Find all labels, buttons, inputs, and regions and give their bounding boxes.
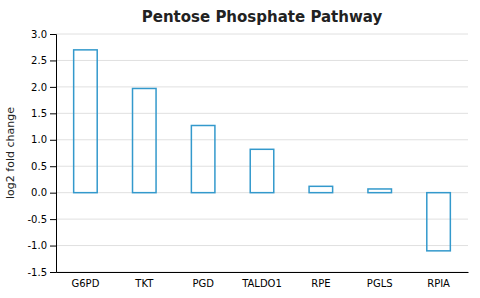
- x-tick-label: G6PD: [72, 278, 100, 289]
- y-tick-mark: [50, 219, 56, 220]
- grid-line: [56, 245, 468, 246]
- y-tick: 0.5: [31, 161, 56, 172]
- x-tick-label: PGLS: [367, 278, 393, 289]
- y-tick: -1.5: [27, 267, 56, 278]
- y-tick-label: 2.0: [31, 82, 47, 93]
- x-tick-label: RPIA: [427, 278, 450, 289]
- x-axis-line: [57, 272, 469, 273]
- plot-area: -1.5 -1.0 -0.5 0.0 0.5 1.0 1.5 2.0 2.5 3.0 G6PD TKT…: [27, 29, 468, 289]
- x-tick: TALDO1: [241, 272, 282, 289]
- grid-line: [56, 272, 468, 273]
- y-tick-mark: [50, 193, 56, 194]
- grid-line: [56, 166, 468, 167]
- x-tick: RPE: [311, 272, 330, 289]
- bar: [74, 50, 98, 193]
- y-tick-mark: [50, 140, 56, 141]
- title: Pentose Phosphate Pathway: [142, 8, 383, 26]
- bar: [368, 189, 392, 193]
- y-tick-mark: [50, 272, 56, 273]
- y-axis-title: log2 fold change: [4, 107, 17, 199]
- y-axis: -1.5 -1.0 -0.5 0.0 0.5 1.0 1.5 2.0 2.5 3.0: [27, 29, 56, 278]
- y-tick-label: 1.5: [31, 108, 47, 119]
- y-tick: 0.0: [31, 187, 56, 198]
- x-tick-label: PGD: [192, 278, 214, 289]
- chart-svg: -1.5 -1.0 -0.5 0.0 0.5 1.0 1.5 2.0 2.5 3.0 G6PD TKT…: [0, 0, 480, 298]
- bars: [74, 50, 451, 251]
- y-tick-label: 0.0: [31, 187, 47, 198]
- y-tick-mark: [50, 113, 56, 114]
- grid-line: [56, 34, 468, 35]
- y-tick-label: 0.5: [31, 161, 47, 172]
- y-tick-mark: [50, 34, 56, 35]
- grid-line: [56, 139, 468, 140]
- x-axis: G6PD TKT PGD TALDO1 RPE PGLS RPIA: [57, 272, 469, 289]
- grid-line: [56, 113, 468, 114]
- y-tick-label: -1.5: [27, 267, 47, 278]
- y-tick: 1.5: [31, 108, 56, 119]
- bar: [191, 125, 215, 192]
- y-tick: 2.0: [31, 82, 56, 93]
- y-tick-label: -1.0: [27, 240, 47, 251]
- bar: [133, 88, 157, 192]
- grid-line: [56, 219, 468, 220]
- grid-line: [56, 86, 468, 87]
- x-tick: TKT: [134, 272, 154, 289]
- y-tick-label: 3.0: [31, 29, 47, 40]
- y-tick: 3.0: [31, 29, 56, 40]
- chart-container: -1.5 -1.0 -0.5 0.0 0.5 1.0 1.5 2.0 2.5 3.0 G6PD TKT…: [0, 0, 480, 298]
- bar: [427, 193, 451, 251]
- y-tick-label: 1.0: [31, 134, 47, 145]
- bar: [309, 186, 333, 192]
- y-tick-mark: [50, 87, 56, 88]
- y-tick: 2.5: [31, 55, 56, 66]
- x-tick-label: TALDO1: [241, 278, 282, 289]
- y-tick-mark: [50, 166, 56, 167]
- y-axis-line: [50, 35, 57, 273]
- y-tick: -1.0: [27, 240, 56, 251]
- y-tick-mark: [50, 246, 56, 247]
- grid-line: [56, 60, 468, 61]
- x-tick: PGLS: [367, 272, 393, 289]
- y-tick-mark: [50, 60, 56, 61]
- bar: [250, 149, 274, 192]
- x-tick-label: TKT: [134, 278, 154, 289]
- x-tick: PGD: [192, 272, 214, 289]
- x-tick-label: RPE: [311, 278, 330, 289]
- x-tick: G6PD: [72, 272, 100, 289]
- y-tick: -0.5: [27, 214, 56, 225]
- y-tick: 1.0: [31, 134, 56, 145]
- x-tick: RPIA: [427, 272, 450, 289]
- y-tick-label: -0.5: [27, 214, 47, 225]
- grid: [56, 34, 468, 272]
- y-tick-label: 2.5: [31, 55, 47, 66]
